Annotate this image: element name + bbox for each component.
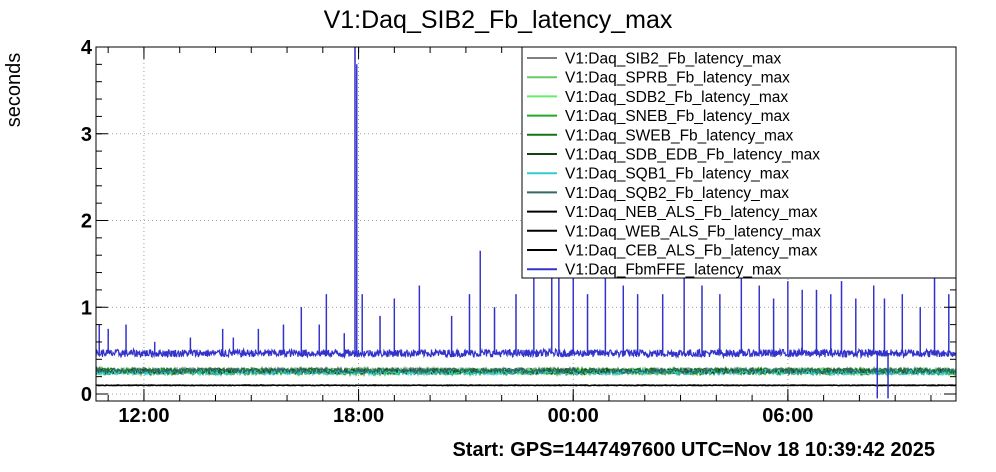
legend-label: V1:Daq_NEB_ALS_Fb_latency_max bbox=[565, 204, 818, 221]
legend-label: V1:Daq_SIB2_Fb_latency_max bbox=[565, 51, 782, 68]
x-tick-labels: 12:00 18:00 00:00 06:00 bbox=[118, 405, 813, 427]
x-tick-label: 00:00 bbox=[548, 405, 599, 427]
legend-label: V1:Daq_FbmFFE_latency_max bbox=[565, 262, 781, 279]
chart-title: V1:Daq_SIB2_Fb_latency_max bbox=[324, 6, 673, 34]
footer-start-time: Start: GPS=1447497600 UTC=Nov 18 10:39:4… bbox=[452, 439, 935, 461]
y-tick-label: 3 bbox=[81, 124, 92, 146]
y-axis-label: seconds bbox=[3, 53, 25, 128]
legend-label: V1:Daq_SWEB_Fb_latency_max bbox=[565, 127, 794, 144]
x-tick-label: 18:00 bbox=[333, 405, 384, 427]
x-tick-label: 12:00 bbox=[118, 405, 169, 427]
series-line-7 bbox=[95, 365, 957, 376]
legend-label: V1:Daq_SDB2_Fb_latency_max bbox=[565, 89, 788, 106]
legend-label: V1:Daq_SDB_EDB_Fb_latency_max bbox=[565, 147, 820, 164]
legend-label: V1:Daq_SPRB_Fb_latency_max bbox=[565, 70, 790, 87]
y-tick-label: 2 bbox=[81, 211, 92, 233]
legend-label: V1:Daq_CEB_ALS_Fb_latency_max bbox=[565, 243, 818, 260]
plot-series bbox=[95, 47, 957, 399]
legend-label: V1:Daq_SQB2_Fb_latency_max bbox=[565, 185, 789, 202]
y-tick-label: 1 bbox=[81, 297, 92, 319]
legend-label: V1:Daq_SNEB_Fb_latency_max bbox=[565, 108, 790, 125]
y-tick-labels: 0 1 2 3 4 bbox=[81, 37, 93, 406]
legend-label: V1:Daq_SQB1_Fb_latency_max bbox=[565, 166, 789, 183]
x-tick-label: 06:00 bbox=[762, 405, 813, 427]
y-tick-label: 0 bbox=[81, 384, 92, 406]
legend-label: V1:Daq_WEB_ALS_Fb_latency_max bbox=[565, 223, 821, 240]
y-tick-label: 4 bbox=[81, 37, 93, 59]
legend: V1:Daq_SIB2_Fb_latency_max V1:Daq_SPRB_Fb… bbox=[521, 46, 957, 279]
legend-box bbox=[521, 46, 957, 279]
series-line-10 bbox=[95, 384, 957, 387]
